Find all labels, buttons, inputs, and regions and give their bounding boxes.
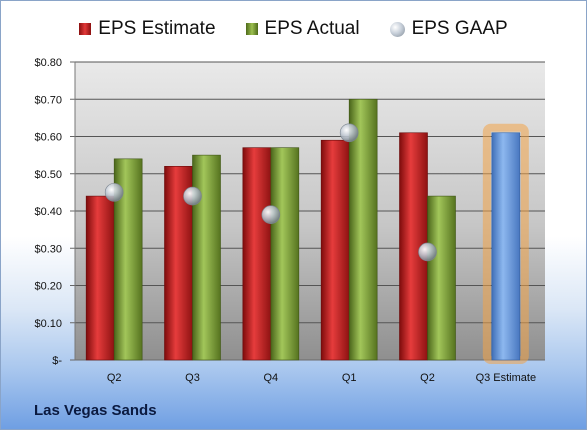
y-tick-label: $0.40 bbox=[34, 206, 62, 218]
legend-swatch-actual bbox=[245, 23, 258, 35]
bar-eps-estimate bbox=[320, 139, 350, 361]
bar-eps-actual bbox=[192, 154, 221, 361]
x-tick-label: Q2 bbox=[420, 372, 435, 384]
legend-label-gaap: EPS GAAP bbox=[411, 18, 508, 39]
point-eps-gaap bbox=[418, 242, 437, 262]
point-eps-gaap bbox=[183, 186, 202, 206]
point-eps-gaap bbox=[261, 205, 281, 225]
y-tick-label: $0.10 bbox=[34, 318, 62, 330]
legend-swatch-gaap bbox=[389, 21, 405, 37]
chart-legend: EPS Estimate EPS Actual EPS GAAP bbox=[0, 14, 587, 44]
point-eps-gaap bbox=[104, 183, 124, 202]
bar-eps-actual bbox=[348, 98, 378, 361]
y-tick-label: $0.60 bbox=[34, 132, 62, 144]
x-tick-label: Q2 bbox=[107, 372, 122, 384]
legend-item-estimate: EPS Estimate bbox=[79, 18, 216, 40]
y-tick-label: $0.80 bbox=[34, 57, 62, 69]
x-tick-label: Q3 Estimate bbox=[476, 372, 537, 384]
bar-eps-estimate bbox=[242, 147, 272, 361]
legend-label-actual: EPS Actual bbox=[264, 18, 360, 39]
point-eps-gaap bbox=[339, 123, 359, 143]
y-tick-label: $0.30 bbox=[34, 243, 62, 255]
bar-eps-estimate bbox=[85, 195, 115, 361]
bar-q3-estimate bbox=[491, 132, 521, 361]
legend-item-gaap: EPS GAAP bbox=[389, 18, 508, 40]
legend-label-estimate: EPS Estimate bbox=[98, 18, 216, 39]
bar-eps-actual bbox=[427, 195, 456, 361]
y-tick-label: $0.20 bbox=[34, 281, 62, 293]
company-name: Las Vegas Sands bbox=[34, 402, 157, 419]
x-tick-label: Q3 bbox=[185, 372, 200, 384]
x-tick-label: Q4 bbox=[263, 372, 278, 384]
bar-eps-actual bbox=[270, 147, 300, 361]
legend-item-actual: EPS Actual bbox=[245, 18, 360, 40]
y-tick-label: $0.50 bbox=[34, 169, 62, 181]
y-tick-label: $- bbox=[52, 355, 62, 367]
legend-swatch-estimate bbox=[79, 23, 92, 35]
y-tick-label: $0.70 bbox=[34, 94, 62, 106]
x-tick-label: Q1 bbox=[342, 372, 357, 384]
